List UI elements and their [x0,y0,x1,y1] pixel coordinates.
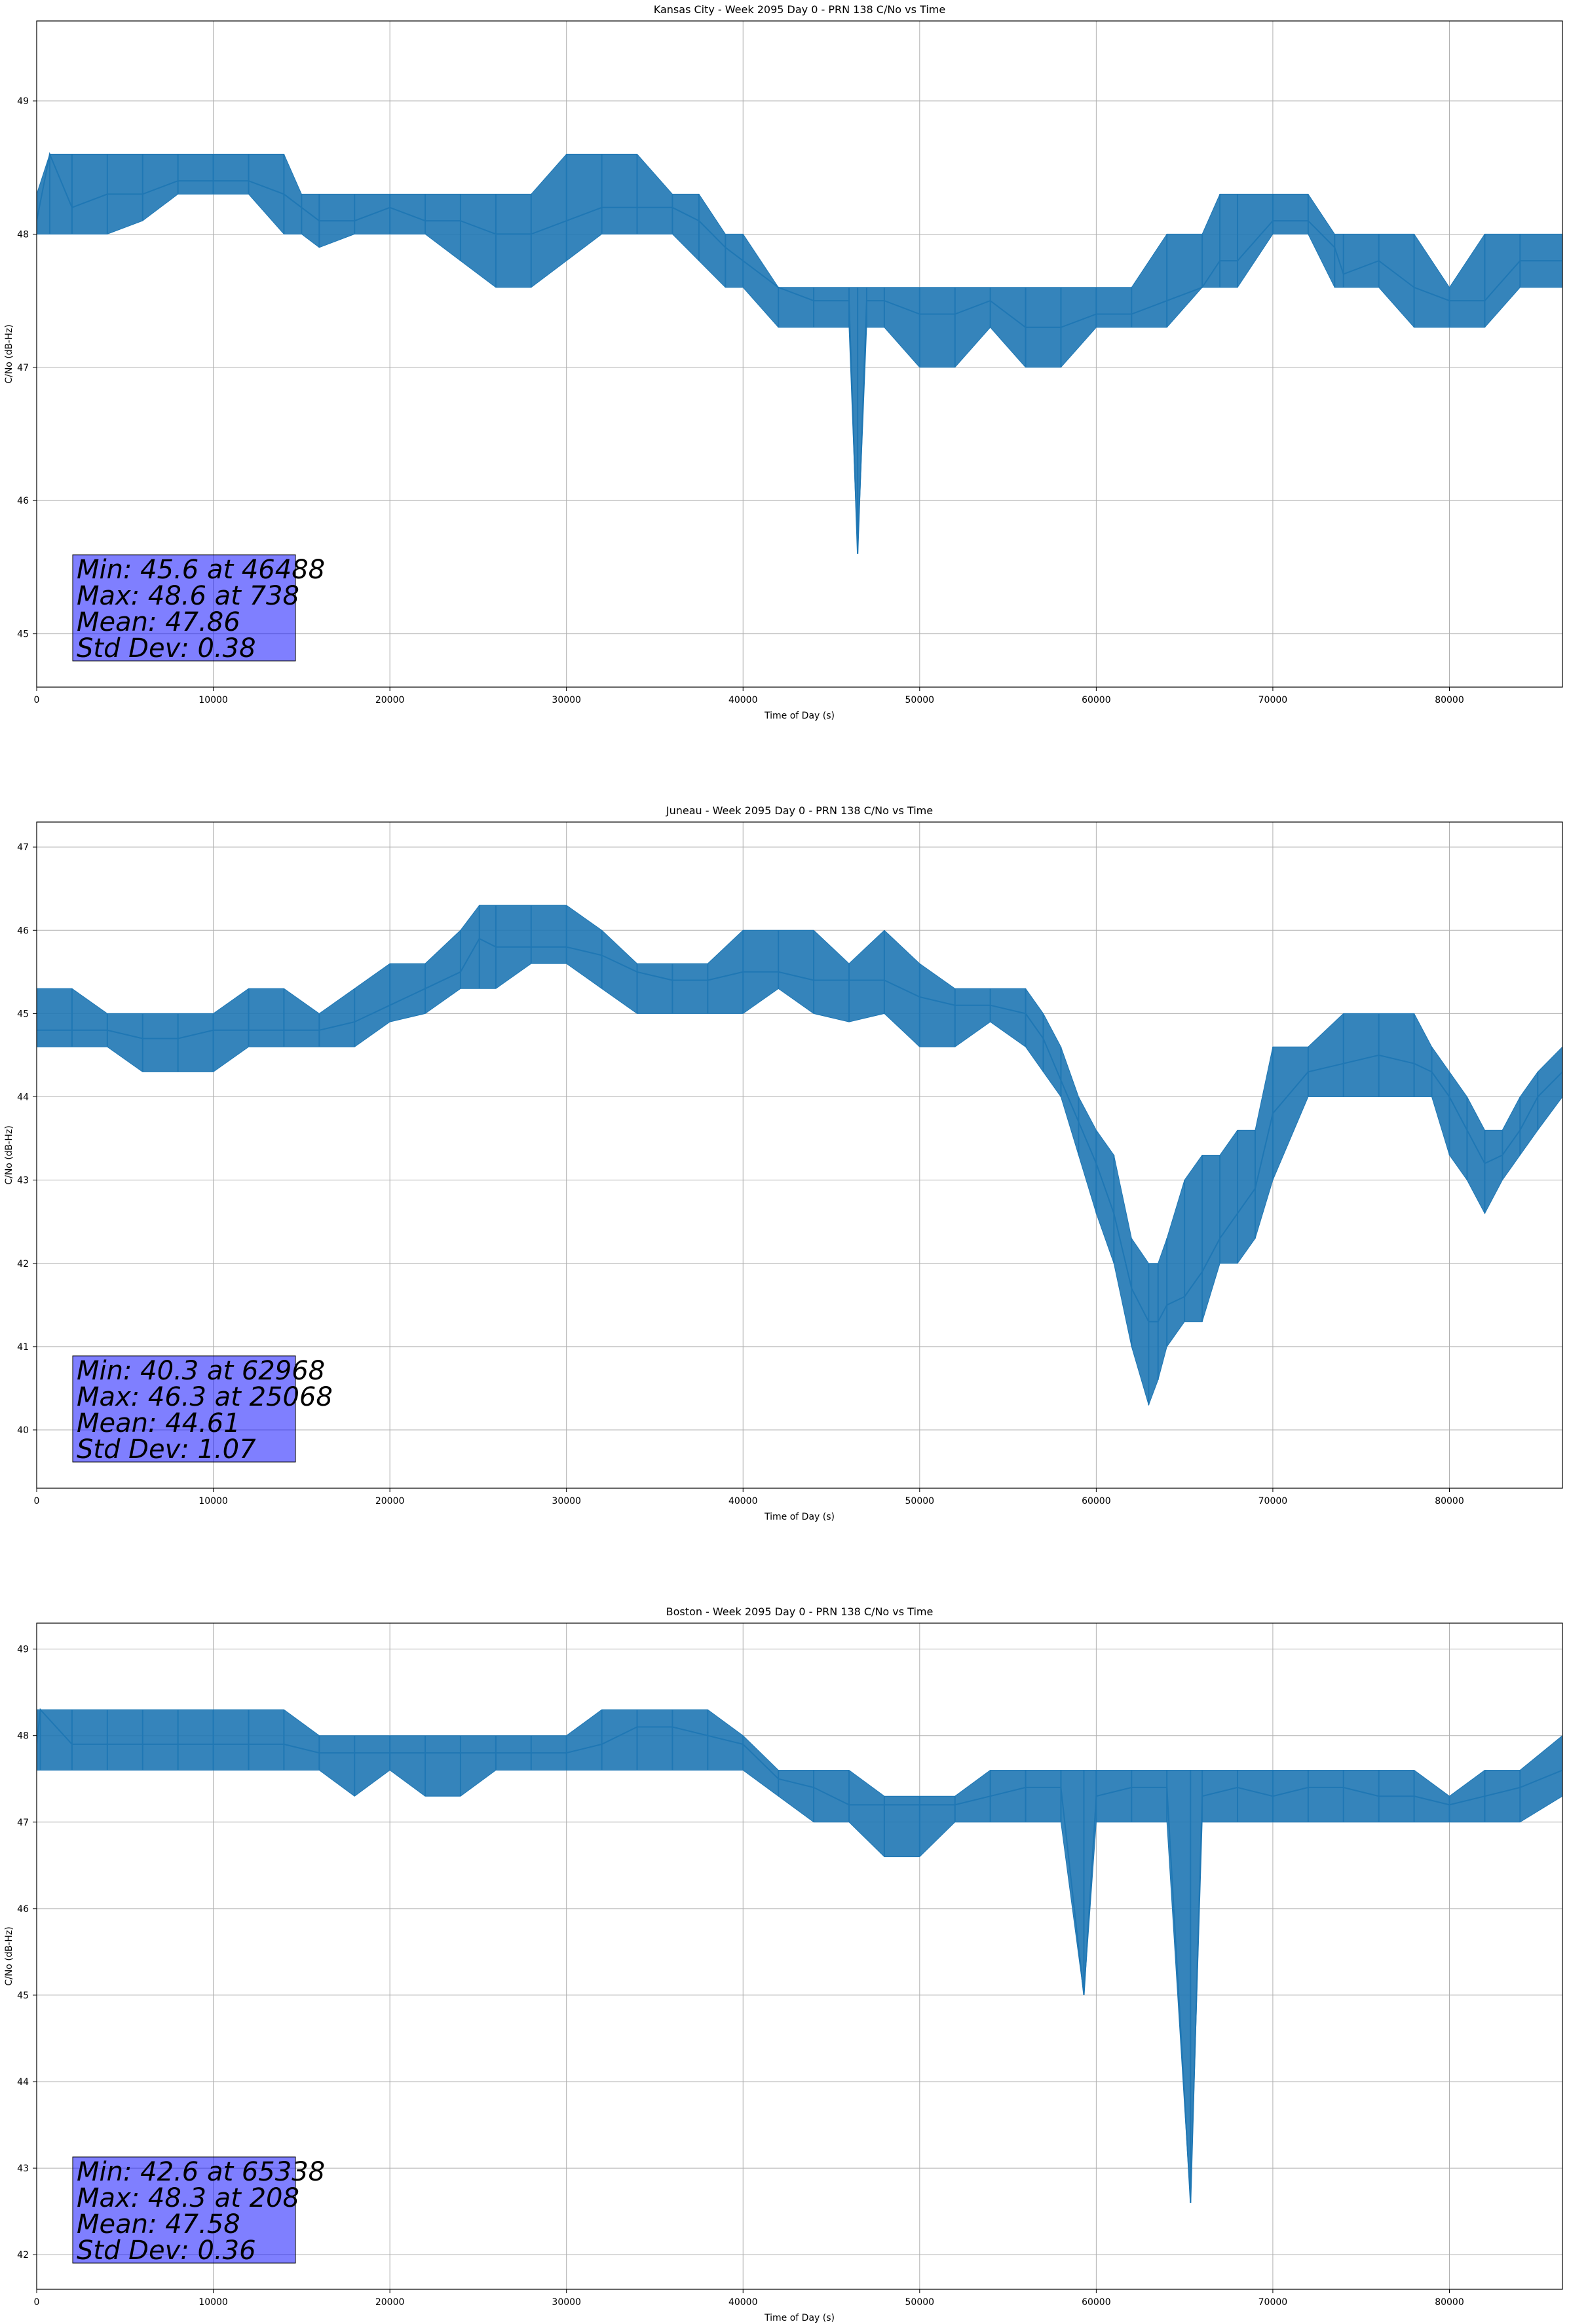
x-tick-label: 60000 [1082,1496,1111,1507]
stats-line: Std Dev: 0.36 [77,2236,256,2266]
stats-line: Mean: 47.86 [77,607,240,637]
chart-panel-3: Boston - Week 2095 Day 0 - PRN 138 C/No … [4,1605,1563,2323]
x-tick-label: 60000 [1082,695,1111,705]
x-tick-label: 30000 [552,1496,581,1507]
y-axis-label: C/No (dB-Hz) [4,1125,14,1184]
y-tick-label: 44 [17,1093,29,1103]
x-axis-label: Time of Day (s) [764,1512,835,1522]
chart-panel-2: Juneau - Week 2095 Day 0 - PRN 138 C/No … [4,804,1563,1522]
plot-frame [36,20,1563,688]
plot-frame [36,1622,1563,2290]
chart-title: Boston - Week 2095 Day 0 - PRN 138 C/No … [666,1605,934,1618]
y-tick-label: 42 [17,2250,29,2260]
x-axis-label: Time of Day (s) [764,711,835,721]
plot-frame [36,821,1563,1489]
series-group [37,1708,1562,2203]
y-axis-label: C/No (dB-Hz) [4,1926,14,1985]
y-tick-label: 42 [17,1259,29,1269]
stats-line: Std Dev: 0.38 [77,633,256,664]
y-axis-label: C/No (dB-Hz) [4,324,14,383]
x-tick-label: 80000 [1435,1496,1464,1507]
x-tick-label: 30000 [552,2297,581,2308]
x-tick-label: 20000 [375,695,405,705]
x-tick-label: 50000 [905,1496,935,1507]
stats-line: Min: 42.6 at 65338 [77,2157,325,2187]
chart-panel-1: Kansas City - Week 2095 Day 0 - PRN 138 … [4,3,1563,721]
y-tick-label: 43 [17,1176,29,1186]
series-envelope [37,153,1562,554]
stats-box-background [72,1355,296,1463]
x-axis-label: Time of Day (s) [764,2313,835,2323]
y-tick-label: 45 [17,1991,29,2001]
y-tick-label: 46 [17,926,29,936]
x-tick-label: 40000 [728,695,758,705]
x-tick-label: 0 [34,2297,40,2308]
x-tick-label: 60000 [1082,2297,1111,2308]
x-tick-label: 20000 [375,1496,405,1507]
chart-title: Juneau - Week 2095 Day 0 - PRN 138 C/No … [666,804,933,817]
stats-line: Max: 46.3 at 25068 [77,1382,333,1412]
y-tick-label: 46 [17,496,29,506]
y-tick-label: 46 [17,1904,29,1915]
series-envelope [37,905,1562,1406]
series-group [37,151,1562,554]
series-line [37,151,1562,554]
stats-line: Mean: 47.58 [77,2209,240,2240]
x-tick-label: 80000 [1435,2297,1464,2308]
x-tick-label: 70000 [1258,695,1288,705]
x-tick-label: 40000 [728,1496,758,1507]
y-tick-label: 47 [17,842,29,853]
x-tick-label: 0 [34,695,40,705]
y-tick-label: 45 [17,1009,29,1019]
stats-line: Max: 48.3 at 208 [77,2183,299,2213]
x-tick-label: 50000 [905,695,935,705]
y-tick-label: 47 [17,1818,29,1828]
x-tick-label: 50000 [905,2297,935,2308]
x-tick-label: 0 [34,1496,40,1507]
stats-line: Min: 40.3 at 62968 [77,1356,325,1386]
y-tick-label: 44 [17,2077,29,2088]
x-tick-label: 20000 [375,2297,405,2308]
y-tick-label: 48 [17,1731,29,1742]
y-tick-label: 43 [17,2164,29,2174]
y-tick-label: 49 [17,1645,29,1655]
x-tick-label: 70000 [1258,1496,1288,1507]
stats-line: Std Dev: 1.07 [77,1434,256,1465]
series-group [37,905,1562,1406]
stats-box-background [72,554,296,662]
x-tick-label: 30000 [552,695,581,705]
stats-box-background [72,2156,296,2264]
y-tick-label: 49 [17,96,29,107]
y-tick-label: 41 [17,1342,29,1353]
x-tick-label: 70000 [1258,2297,1288,2308]
stats-line: Max: 48.6 at 738 [77,581,299,611]
chart-title: Kansas City - Week 2095 Day 0 - PRN 138 … [654,3,945,16]
x-tick-label: 80000 [1435,695,1464,705]
x-tick-label: 10000 [198,2297,228,2308]
x-tick-label: 40000 [728,2297,758,2308]
series-envelope [37,1709,1562,2203]
x-tick-label: 10000 [198,1496,228,1507]
y-tick-label: 40 [17,1425,29,1436]
y-tick-label: 45 [17,629,29,640]
stats-line: Min: 45.6 at 46488 [77,555,325,585]
x-tick-label: 10000 [198,695,228,705]
stats-line: Mean: 44.61 [77,1408,240,1438]
y-tick-label: 47 [17,363,29,373]
y-tick-label: 48 [17,229,29,240]
